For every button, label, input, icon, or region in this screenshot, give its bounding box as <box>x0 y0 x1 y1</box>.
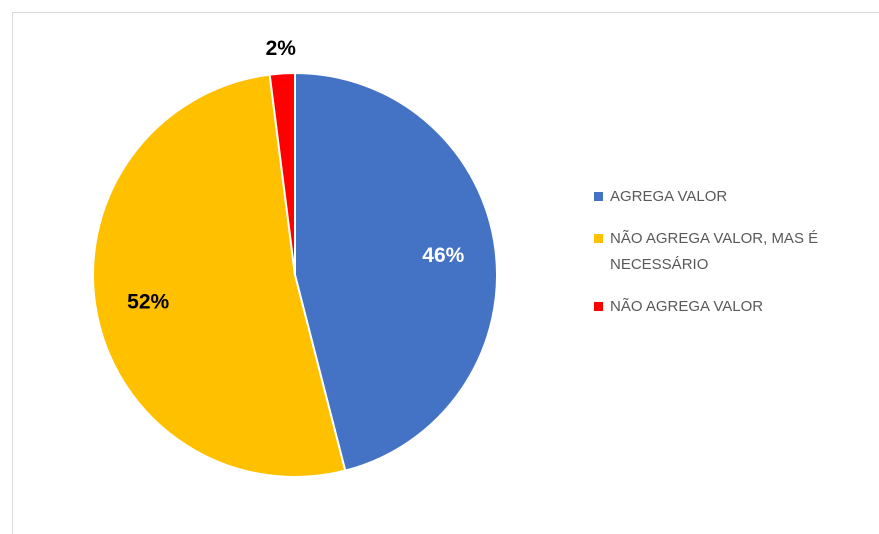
legend-swatch <box>594 192 603 201</box>
pie-slice <box>268 71 296 276</box>
legend-swatch <box>594 302 603 311</box>
legend-entry: NÃO AGREGA VALOR, MAS É NECESSÁRIO <box>594 226 864 278</box>
legend-swatch <box>594 234 603 243</box>
data-label: 52% <box>127 291 169 314</box>
legend-entry: NÃO AGREGA VALOR <box>594 294 864 320</box>
data-label: 2% <box>266 37 297 60</box>
data-label: 46% <box>422 244 464 267</box>
legend-entry: AGREGA VALOR <box>594 184 864 210</box>
legend-label: NÃO AGREGA VALOR, MAS É NECESSÁRIO <box>610 230 819 273</box>
legend-label: NÃO AGREGA VALOR <box>610 298 764 315</box>
legend-label: AGREGA VALOR <box>610 188 728 205</box>
chart-frame <box>12 12 879 534</box>
legend: AGREGA VALOR NÃO AGREGA VALOR, MAS É NECE… <box>594 184 864 336</box>
pie-slice <box>294 71 498 472</box>
